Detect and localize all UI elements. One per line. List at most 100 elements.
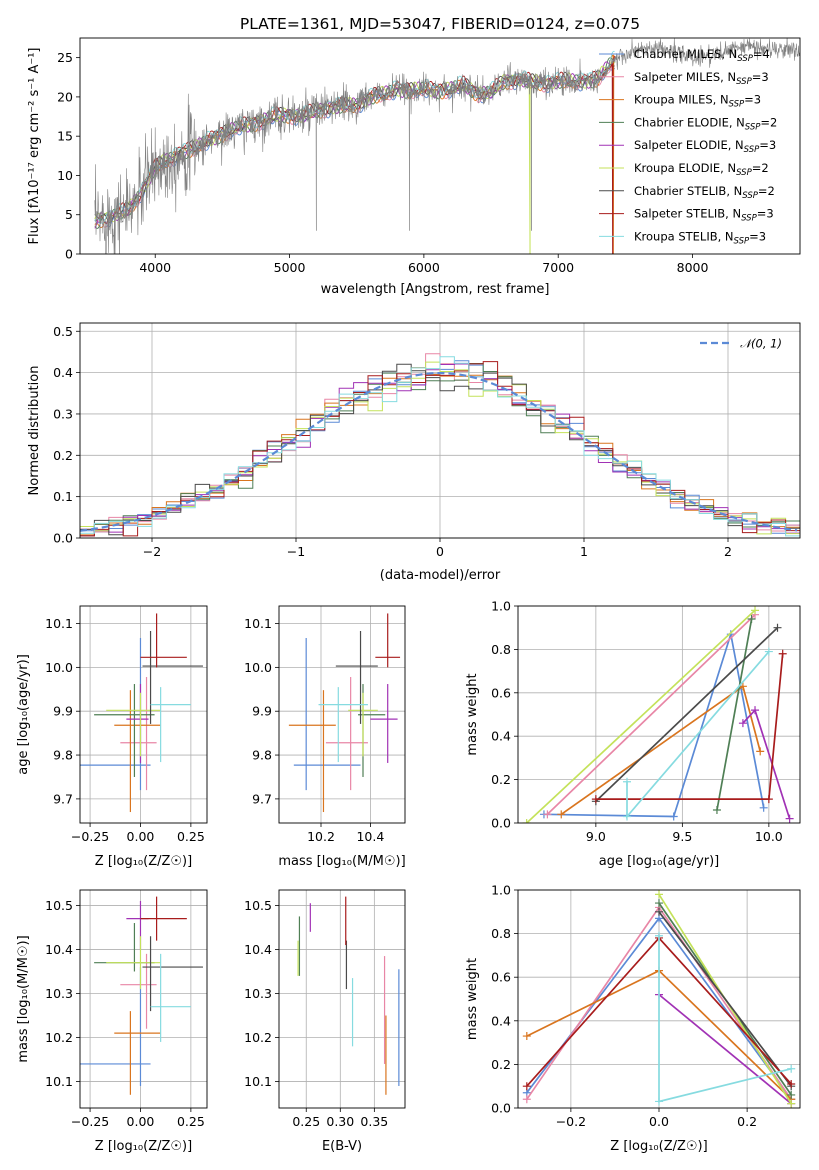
panel-age-vs-Z: −0.25 0.00 0.25 9.7 9.8 9.9 10.0 10.1 Z [log₁₀(Z…: [16, 605, 208, 869]
plot-area: [80, 896, 203, 1095]
series-salpeter-stelib: [591, 649, 787, 804]
plot-area: [80, 353, 800, 537]
errorbar-salpeter-elodie: [370, 684, 398, 763]
series-point: [773, 623, 782, 632]
series-point: [759, 803, 768, 812]
y-tick-label: 0.3: [53, 406, 73, 421]
series-point: [785, 814, 794, 823]
series-point: [522, 819, 531, 823]
y-tick-label: 0.6: [491, 970, 511, 985]
legend-label: Salpeter MILES, NSSP=3: [634, 70, 769, 87]
y-axis-label: Normed distribution: [27, 366, 42, 496]
errorbar-salpeter-elodie: [126, 901, 149, 950]
x-tick-label: −1: [287, 544, 305, 559]
x-tick-label: 0.00: [127, 1114, 155, 1129]
x-tick-label: 1: [580, 544, 588, 559]
grid-lines: [80, 890, 207, 1108]
legend-entry-kroupa-elodie: Kroupa ELODIE, NSSP=2: [599, 161, 769, 178]
series-line: [546, 614, 756, 815]
series-salpeter-miles: [543, 610, 760, 819]
series-chabrier-stelib: [655, 907, 796, 1091]
x-axis-label: Z [log₁₀(Z/Z☉)]: [95, 854, 192, 869]
series-point: [778, 649, 787, 658]
x-tick-label: 9.5: [672, 829, 692, 844]
legend-label: Chabrier STELIB, NSSP=2: [634, 184, 775, 201]
errorbar-chabrier-elodie: [358, 684, 386, 777]
y-tick-label: 1.0: [491, 599, 511, 614]
legend: 𝒩(0, 1): [700, 337, 782, 351]
series-line: [626, 651, 770, 819]
legend-entry-kroupa-miles: Kroupa MILES, NSSP=3: [599, 93, 761, 110]
series-point: [522, 1095, 531, 1104]
panel-residuals: −2 −1 0 1 2 0.0 0.1 0.2 0.3 0.4 0.5 (data-model)/er…: [27, 322, 801, 583]
x-tick-label: 0.00: [127, 829, 155, 844]
errorbar-kroupa-stelib: [318, 687, 368, 763]
series-line: [742, 708, 791, 819]
panel-spectrum: 4000 5000 6000 7000 8000 0 5 10 15 20 25 wavelength…: [27, 37, 801, 297]
errorbar-salpeter-stelib: [375, 613, 401, 668]
plot-area: [80, 613, 203, 813]
x-axis-label: Z [log₁₀(Z/Z☉)]: [95, 1139, 192, 1154]
legend-label: Kroupa STELIB, NSSP=3: [634, 229, 766, 246]
y-tick-label: 0.8: [491, 642, 511, 657]
errorbar-salpeter-stelib: [140, 896, 187, 941]
errorbar-salpeter-miles: [325, 677, 368, 791]
observed-spectrum: [94, 38, 800, 254]
y-tick-label: 9.7: [53, 791, 73, 806]
series-chabrier-elodie: [712, 615, 756, 814]
errorbar-kroupa-miles: [114, 1011, 161, 1095]
legend-label: 𝒩(0, 1): [740, 337, 782, 351]
y-tick-label: 0.4: [491, 1013, 511, 1028]
y-tick-label: 25: [57, 50, 73, 65]
x-axis-label: mass [log₁₀(M/M☉)]: [278, 854, 405, 869]
series-point: [712, 805, 721, 814]
errorbar-kroupa-stelib: [150, 687, 191, 763]
series-point: [787, 1064, 796, 1073]
series-point: [591, 795, 600, 804]
series-line: [658, 911, 792, 1087]
series-point: [655, 899, 663, 908]
y-axis-label: mass [log₁₀(M/M☉)]: [16, 935, 31, 1062]
x-axis-label: wavelength [Angstrom, rest frame]: [321, 282, 550, 297]
x-axis-label: age [log₁₀(age/yr)]: [599, 854, 720, 869]
errorbar-salpeter-miles: [120, 953, 157, 1029]
y-tick-label: 10.5: [45, 898, 73, 913]
panel-weight-vs-Z: −0.2 0.0 0.2 0.0 0.2 0.4 0.6 0.8 1.0 Z [log₁₀(Z/Z…: [465, 883, 801, 1154]
x-tick-label: −2: [143, 544, 161, 559]
errorbar-salpeter-miles: [120, 677, 157, 791]
legend-entry-salpeter-stelib: Salpeter STELIB, NSSP=3: [599, 207, 774, 224]
legend-label: Chabrier ELODIE, NSSP=2: [634, 115, 777, 132]
x-tick-label: 0.2: [737, 1114, 757, 1129]
y-tick-label: 10.4: [45, 942, 73, 957]
series-point: [622, 777, 631, 786]
histogram-chabrier-stelib: [80, 363, 800, 536]
x-tick-label: 4000: [139, 260, 171, 275]
series-line: [595, 653, 784, 800]
series-point: [655, 907, 663, 916]
histogram-kroupa-stelib: [80, 356, 800, 537]
panel-weight-vs-age: 9.0 9.5 10.0 0.0 0.2 0.4 0.6 0.8 1.0 age [log₁₀(a…: [465, 599, 801, 869]
y-tick-label: 0.0: [53, 531, 73, 546]
x-tick-label: 6000: [408, 260, 440, 275]
series-point: [738, 719, 747, 728]
y-tick-label: 10.1: [45, 1074, 73, 1089]
errorbar-kroupa-elodie: [106, 692, 161, 757]
series-point: [787, 1090, 796, 1099]
figure-title: PLATE=1361, MJD=53047, FIBERID=0124, z=0…: [240, 15, 640, 33]
legend-label: Salpeter STELIB, NSSP=3: [634, 207, 774, 224]
errorbar-kroupa-elodie: [106, 936, 161, 990]
y-tick-label: 10.3: [45, 986, 73, 1001]
series-point: [751, 706, 760, 715]
y-tick-label: 0.6: [491, 685, 511, 700]
plot-area: [288, 613, 401, 813]
y-tick-label: 10.2: [244, 1030, 272, 1045]
axes-frame: [517, 605, 801, 824]
x-tick-label: 0.35: [360, 1114, 388, 1129]
y-tick-label: 0.8: [491, 926, 511, 941]
axes-frame: [79, 37, 801, 255]
y-tick-label: 15: [57, 129, 73, 144]
y-axis-label: mass weight: [465, 673, 480, 755]
x-tick-label: 7000: [542, 260, 574, 275]
series-line: [595, 627, 779, 802]
